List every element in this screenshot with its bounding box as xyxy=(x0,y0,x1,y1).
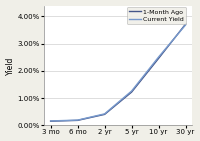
Line: Current Yield: Current Yield xyxy=(51,25,186,121)
1-Month Ago xyxy=(130,91,133,93)
1-Month Ago xyxy=(157,58,160,59)
Current Yield xyxy=(157,56,160,58)
Current Yield xyxy=(130,90,133,92)
1-Month Ago xyxy=(49,120,52,122)
Y-axis label: Yield: Yield xyxy=(6,56,15,75)
1-Month Ago xyxy=(76,120,79,121)
Current Yield xyxy=(103,113,106,115)
Current Yield xyxy=(49,120,52,122)
Current Yield xyxy=(184,24,187,26)
Line: 1-Month Ago: 1-Month Ago xyxy=(51,24,186,121)
1-Month Ago xyxy=(103,114,106,115)
Current Yield xyxy=(76,119,79,121)
Legend: 1-Month Ago, Current Yield: 1-Month Ago, Current Yield xyxy=(127,7,186,24)
1-Month Ago xyxy=(184,23,187,25)
